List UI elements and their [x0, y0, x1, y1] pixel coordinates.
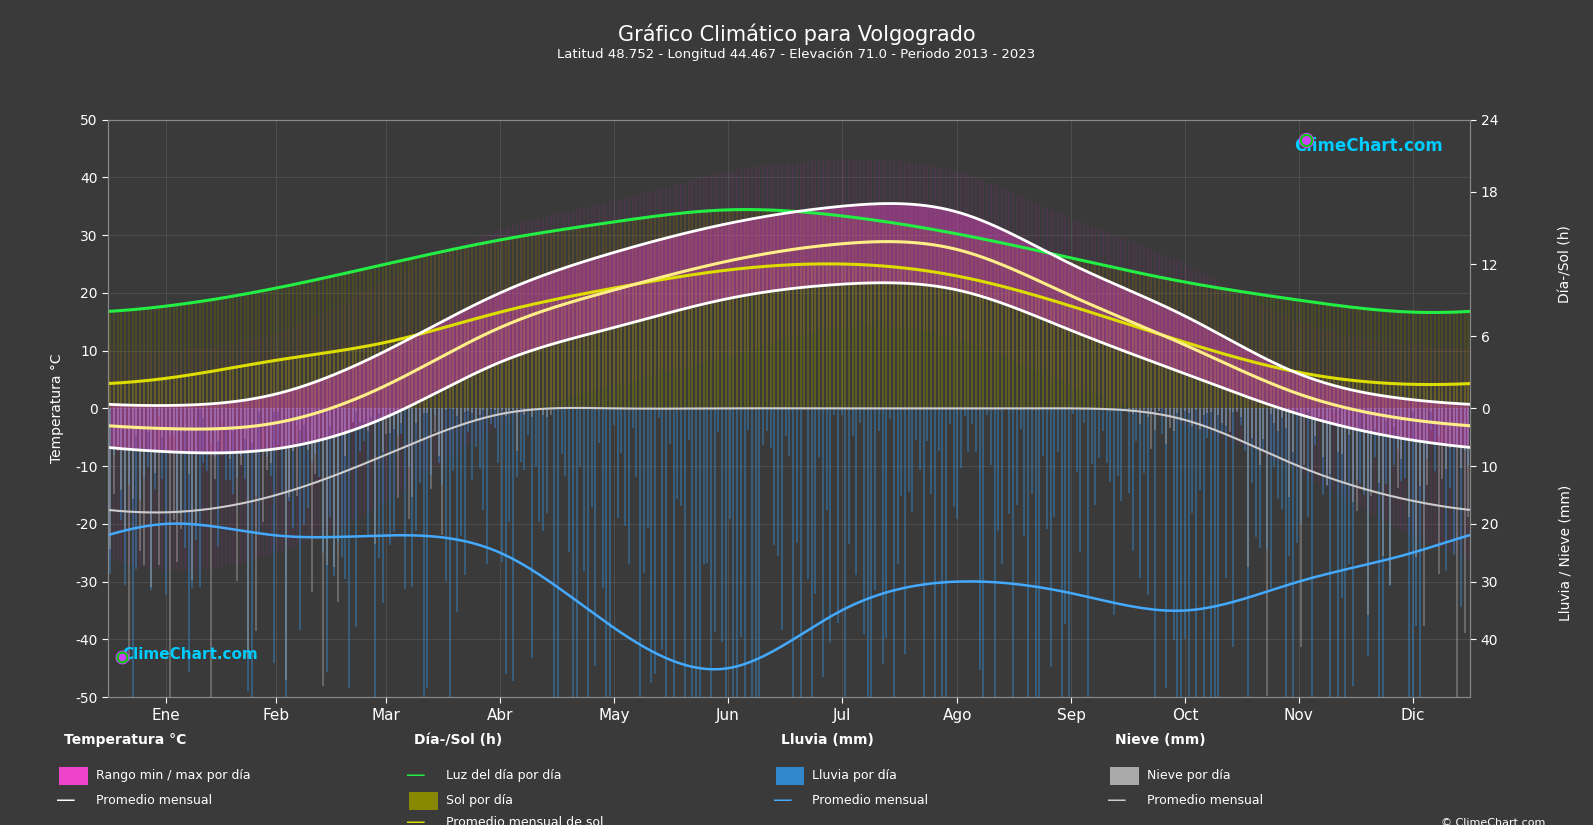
Text: ClimeChart.com: ClimeChart.com [1295, 137, 1443, 155]
Text: Nieve por día: Nieve por día [1147, 769, 1230, 782]
Text: Lluvia (mm): Lluvia (mm) [781, 733, 873, 747]
Text: Promedio mensual: Promedio mensual [1147, 794, 1263, 807]
Text: Temperatura °C: Temperatura °C [64, 733, 186, 747]
Y-axis label: Temperatura °C: Temperatura °C [51, 354, 64, 463]
Text: Día-/Sol (h): Día-/Sol (h) [1558, 225, 1572, 303]
Text: Rango min / max por día: Rango min / max por día [96, 769, 250, 782]
Text: Gráfico Climático para Volgogrado: Gráfico Climático para Volgogrado [618, 23, 975, 45]
Text: Promedio mensual: Promedio mensual [812, 794, 929, 807]
Text: Latitud 48.752 - Longitud 44.467 - Elevación 71.0 - Periodo 2013 - 2023: Latitud 48.752 - Longitud 44.467 - Eleva… [558, 48, 1035, 61]
Text: Lluvia por día: Lluvia por día [812, 769, 897, 782]
Text: Nieve (mm): Nieve (mm) [1115, 733, 1206, 747]
Text: Lluvia / Nieve (mm): Lluvia / Nieve (mm) [1558, 484, 1572, 621]
Text: —: — [56, 790, 75, 810]
Text: Sol por día: Sol por día [446, 794, 513, 807]
Text: Día-/Sol (h): Día-/Sol (h) [414, 733, 502, 747]
Text: Promedio mensual de sol: Promedio mensual de sol [446, 816, 604, 825]
Text: —: — [406, 813, 425, 825]
Text: ClimeChart.com: ClimeChart.com [123, 648, 258, 662]
Text: Promedio mensual: Promedio mensual [96, 794, 212, 807]
Text: © ClimeChart.com: © ClimeChart.com [1440, 818, 1545, 825]
Text: —: — [406, 766, 425, 785]
Text: —: — [1107, 790, 1126, 810]
Text: Luz del día por día: Luz del día por día [446, 769, 562, 782]
Text: —: — [773, 790, 792, 810]
